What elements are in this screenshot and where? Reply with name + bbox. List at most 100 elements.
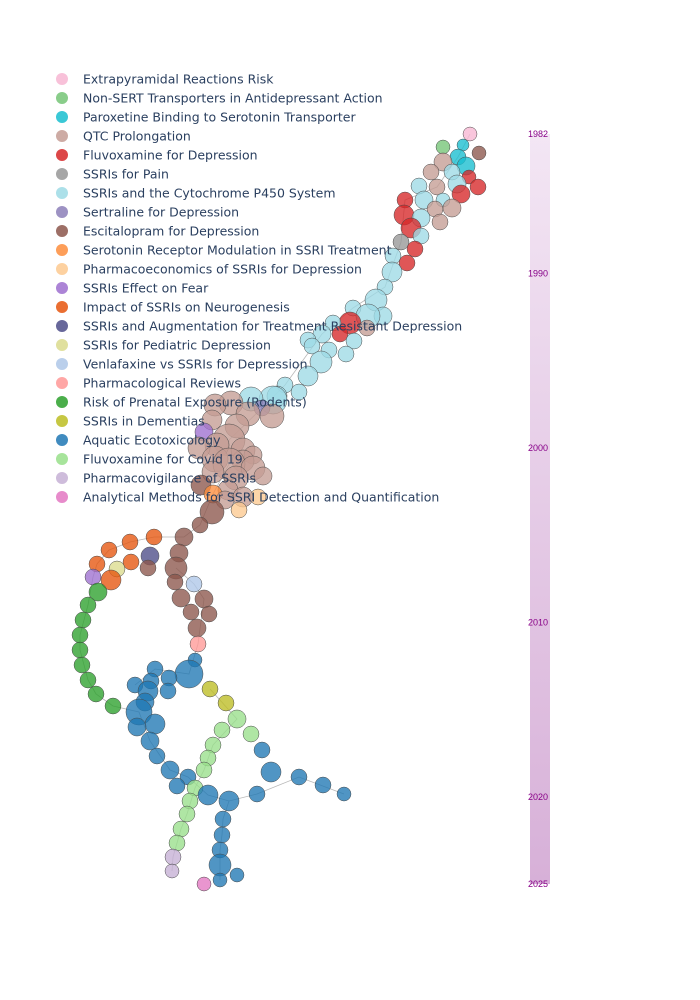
bubble-qtc-prolongation-8[interactable] xyxy=(422,163,440,181)
legend-item-ssris-in-dementias[interactable]: SSRIs in Dementias xyxy=(56,414,205,429)
bubble-fluvoxamine-for-covid-19-126[interactable] xyxy=(213,721,231,739)
legend-item-ssris-and-augmentation-for-treatment-resistant-depression[interactable]: SSRIs and Augmentation for Treatment Res… xyxy=(56,319,462,334)
bubble-qtc-prolongation-10[interactable] xyxy=(428,178,446,196)
bubble-ssris-and-the-cytochrome-p450-system-46[interactable] xyxy=(297,365,319,387)
legend-item-fluvoxamine-for-covid-19[interactable]: Fluvoxamine for Covid 19 xyxy=(56,452,243,467)
bubble-pharmacoeconomics-of-ssris-for-depression-79[interactable] xyxy=(230,501,248,519)
bubble-impact-of-ssris-on-neurogenesis-82[interactable] xyxy=(145,528,163,546)
legend-item-impact-of-ssris-on-neurogenesis[interactable]: Impact of SSRIs on Neurogenesis xyxy=(56,300,290,315)
legend-item-ssris-for-pain[interactable]: SSRIs for Pain xyxy=(56,167,169,182)
bubble-escitalopram-for-depression-103[interactable] xyxy=(187,618,207,638)
bubble-ssris-and-the-cytochrome-p450-system-45[interactable] xyxy=(309,350,333,374)
bubble-risk-of-prenatal-exposure-rodents-109[interactable] xyxy=(73,656,91,674)
legend-item-analytical-methods-for-ssri-detection-and-quantification[interactable]: Analytical Methods for SSRI Detection an… xyxy=(56,490,439,505)
bubble-ssris-and-the-cytochrome-p450-system-41[interactable] xyxy=(345,332,363,350)
bubble-qtc-prolongation-19[interactable] xyxy=(442,198,462,218)
bubble-fluvoxamine-for-depression-26[interactable] xyxy=(406,240,424,258)
bubble-fluvoxamine-for-depression-13[interactable] xyxy=(469,178,487,196)
bubble-pharmacological-reviews-105[interactable] xyxy=(189,635,207,653)
legend-item-extrapyramidal-reactions-risk[interactable]: Extrapyramidal Reactions Risk xyxy=(56,72,274,87)
bubble-aquatic-ecotoxicology-147[interactable] xyxy=(214,810,232,828)
bubble-risk-of-prenatal-exposure-rodents-102[interactable] xyxy=(74,611,92,629)
legend-item-pharmacovigilance-of-ssris[interactable]: Pharmacovigilance of SSRIs xyxy=(56,471,256,486)
bubble-escitalopram-for-depression-81[interactable] xyxy=(174,527,194,547)
legend-item-ssris-effect-on-fear[interactable]: SSRIs Effect on Fear xyxy=(56,281,209,296)
bubble-risk-of-prenatal-exposure-rodents-115[interactable] xyxy=(79,671,97,689)
bubble-aquatic-ecotoxicology-135[interactable] xyxy=(260,761,282,783)
bubble-escitalopram-for-depression-78[interactable] xyxy=(199,499,225,525)
bubble-escitalopram-for-depression-98[interactable] xyxy=(194,589,214,609)
bubble-aquatic-ecotoxicology-130[interactable] xyxy=(253,741,271,759)
legend-item-ssris-and-the-cytochrome-p450-system[interactable]: SSRIs and the Cytochrome P450 System xyxy=(56,186,336,201)
bubble-qtc-prolongation-22[interactable] xyxy=(431,213,449,231)
legend-item-serotonin-receptor-modulation-in-ssri-treatment[interactable]: Serotonin Receptor Modulation in SSRI Tr… xyxy=(56,243,392,258)
bubble-risk-of-prenatal-exposure-rodents-96[interactable] xyxy=(88,582,108,602)
bubble-fluvoxamine-for-depression-28[interactable] xyxy=(398,254,416,272)
legend-item-paroxetine-binding-to-serotonin-transporter[interactable]: Paroxetine Binding to Serotonin Transpor… xyxy=(56,110,356,125)
bubble-qtc-prolongation-70[interactable] xyxy=(253,466,273,486)
bubble-ssris-and-the-cytochrome-p450-system-29[interactable] xyxy=(381,261,403,283)
legend-item-ssris-for-pediatric-depression[interactable]: SSRIs for Pediatric Depression xyxy=(56,338,271,353)
legend-item-pharmacological-reviews[interactable]: Pharmacological Reviews xyxy=(56,376,241,391)
bubble-pharmacovigilance-of-ssris-154[interactable] xyxy=(164,863,180,879)
bubble-aquatic-ecotoxicology-155[interactable] xyxy=(229,867,245,883)
legend-item-venlafaxine-vs-ssris-for-depression[interactable]: Venlafaxine vs SSRIs for Depression xyxy=(56,357,308,372)
bubble-aquatic-ecotoxicology-143[interactable] xyxy=(248,785,266,803)
bubble-aquatic-ecotoxicology-144[interactable] xyxy=(336,786,352,802)
bubble-aquatic-ecotoxicology-128[interactable] xyxy=(140,731,160,751)
bubble-fluvoxamine-for-depression-38[interactable] xyxy=(331,325,349,343)
bubble-ssris-effect-on-fear-92[interactable] xyxy=(84,568,102,586)
bubble-aquatic-ecotoxicology-141[interactable] xyxy=(197,784,219,806)
legend-item-qtc-prolongation[interactable]: QTC Prolongation xyxy=(56,129,191,144)
bubble-pharmacovigilance-of-ssris-152[interactable] xyxy=(164,848,182,866)
legend-item-aquatic-ecotoxicology[interactable]: Aquatic Ecotoxicology xyxy=(56,433,221,448)
bubble-ssris-in-dementias-117[interactable] xyxy=(201,680,219,698)
bubble-extrapyramidal-reactions-risk-0[interactable] xyxy=(462,126,478,142)
bubble-fluvoxamine-for-covid-19-123[interactable] xyxy=(227,709,247,729)
bubble-fluvoxamine-for-covid-19-150[interactable] xyxy=(168,834,186,852)
bubble-impact-of-ssris-on-neurogenesis-84[interactable] xyxy=(100,541,118,559)
legend-item-non-sert-transporters-in-antidepressant-action[interactable]: Non-SERT Transporters in Antidepressant … xyxy=(56,91,383,106)
bubble-aquatic-ecotoxicology-153[interactable] xyxy=(208,853,232,877)
bubble-fluvoxamine-for-covid-19-146[interactable] xyxy=(178,805,196,823)
bubble-ssris-and-the-cytochrome-p450-system-44[interactable] xyxy=(337,345,355,363)
bubble-risk-of-prenatal-exposure-rodents-121[interactable] xyxy=(104,697,122,715)
bubble-escitalopram-for-depression-94[interactable] xyxy=(166,573,184,591)
legend-item-escitalopram-for-depression[interactable]: Escitalopram for Depression xyxy=(56,224,259,239)
legend-item-fluvoxamine-for-depression[interactable]: Fluvoxamine for Depression xyxy=(56,148,258,163)
bubble-risk-of-prenatal-exposure-rodents-106[interactable] xyxy=(71,641,89,659)
bubble-aquatic-ecotoxicology-124[interactable] xyxy=(144,713,166,735)
bubble-fluvoxamine-for-covid-19-127[interactable] xyxy=(242,725,260,743)
bubble-qtc-prolongation-56[interactable] xyxy=(259,403,285,429)
bubble-analytical-methods-for-ssri-detection-and-quantification-157[interactable] xyxy=(196,876,212,892)
bubble-escitalopram-for-depression-3[interactable] xyxy=(471,145,487,161)
bubble-fluvoxamine-for-covid-19-134[interactable] xyxy=(195,761,213,779)
legend-item-pharmacoeconomics-of-ssris-for-depression[interactable]: Pharmacoeconomics of SSRIs for Depressio… xyxy=(56,262,362,277)
bubble-impact-of-ssris-on-neurogenesis-87[interactable] xyxy=(122,553,140,571)
bubble-ssris-in-dementias-120[interactable] xyxy=(217,694,235,712)
bubble-aquatic-ecotoxicology-142[interactable] xyxy=(218,790,240,812)
bubble-aquatic-ecotoxicology-140[interactable] xyxy=(314,776,332,794)
bubble-fluvoxamine-for-covid-19-148[interactable] xyxy=(172,820,190,838)
bubble-ssris-for-pain-25[interactable] xyxy=(392,233,410,251)
bubble-ssris-and-the-cytochrome-p450-system-48[interactable] xyxy=(290,383,308,401)
bubble-aquatic-ecotoxicology-125[interactable] xyxy=(127,717,147,737)
bubble-non-sert-transporters-in-antidepressant-action-2[interactable] xyxy=(435,139,451,155)
bubble-fluvoxamine-for-depression-14[interactable] xyxy=(451,184,471,204)
bubble-risk-of-prenatal-exposure-rodents-104[interactable] xyxy=(71,626,89,644)
bubble-risk-of-prenatal-exposure-rodents-99[interactable] xyxy=(79,596,97,614)
bubble-escitalopram-for-depression-100[interactable] xyxy=(182,603,200,621)
bubble-escitalopram-for-depression-90[interactable] xyxy=(139,559,157,577)
bubble-impact-of-ssris-on-neurogenesis-93[interactable] xyxy=(100,569,122,591)
bubble-aquatic-ecotoxicology-131[interactable] xyxy=(148,747,166,765)
bubble-impact-of-ssris-on-neurogenesis-83[interactable] xyxy=(121,533,139,551)
bubble-risk-of-prenatal-exposure-rodents-118[interactable] xyxy=(87,685,105,703)
bubble-ssris-and-the-cytochrome-p450-system-43[interactable] xyxy=(303,337,321,355)
bubble-aquatic-ecotoxicology-133[interactable] xyxy=(160,760,180,780)
bubble-escitalopram-for-depression-80[interactable] xyxy=(191,516,209,534)
bubble-aquatic-ecotoxicology-138[interactable] xyxy=(168,777,186,795)
bubble-escitalopram-for-depression-101[interactable] xyxy=(200,605,218,623)
legend-item-sertraline-for-depression[interactable]: Sertraline for Depression xyxy=(56,205,239,220)
bubble-aquatic-ecotoxicology-116[interactable] xyxy=(159,682,177,700)
bubble-aquatic-ecotoxicology-156[interactable] xyxy=(212,872,228,888)
